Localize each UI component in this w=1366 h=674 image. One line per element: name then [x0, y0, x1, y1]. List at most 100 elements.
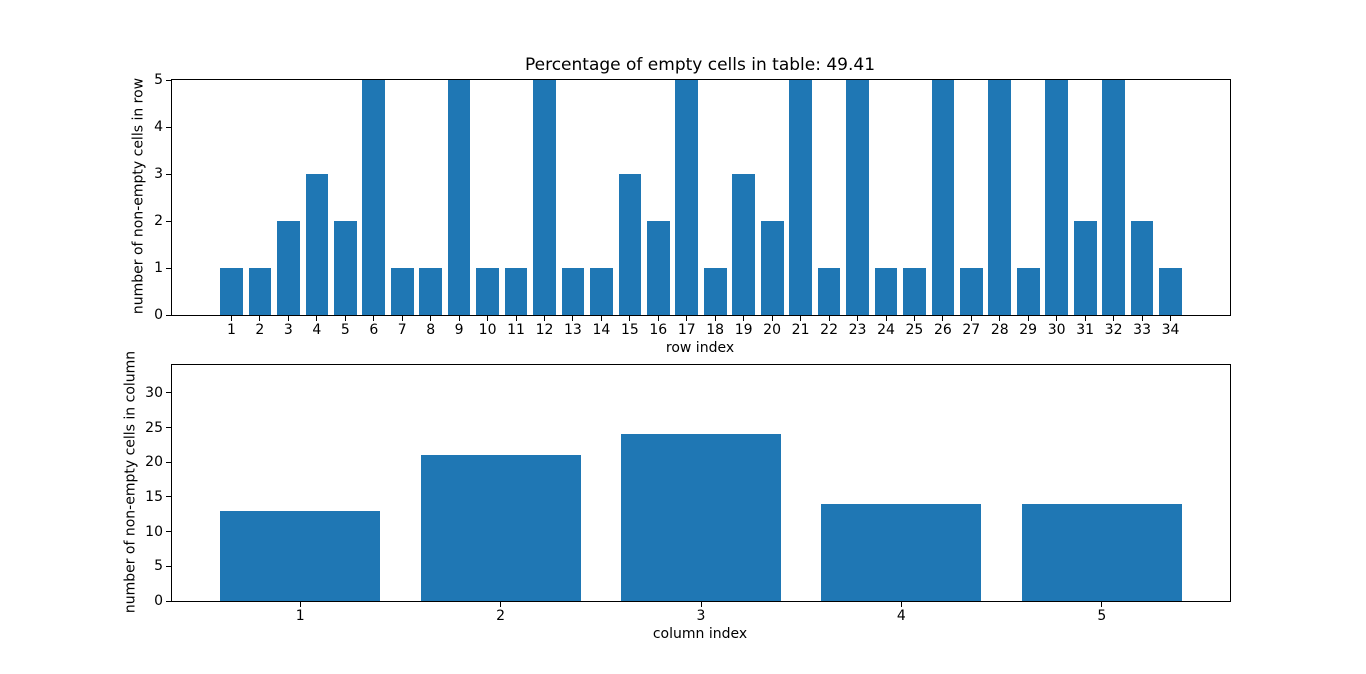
x-tick-label: 27	[962, 322, 981, 338]
x-tick-mark	[714, 316, 716, 321]
x-tick-label: 1	[295, 608, 305, 624]
y-tick-mark	[166, 461, 171, 463]
x-tick-mark	[828, 316, 830, 321]
x-tick-label: 16	[649, 322, 668, 338]
x-tick-label: 18	[706, 322, 725, 338]
y-tick-mark	[166, 173, 171, 175]
bar	[620, 434, 782, 601]
bar	[1130, 221, 1154, 315]
bar	[476, 268, 499, 315]
column-chart-ylabel: number of non-empty cells in column	[122, 350, 139, 614]
y-tick-label: 1	[154, 260, 163, 276]
chart-title: Percentage of empty cells in table: 49.4…	[524, 55, 876, 75]
x-tick-label: 12	[535, 322, 554, 338]
y-tick-label: 5	[154, 558, 163, 575]
x-tick-label: 5	[340, 322, 350, 338]
bar	[1045, 80, 1069, 315]
bar	[874, 268, 898, 315]
x-tick-label: 14	[592, 322, 611, 338]
y-tick-label: 5	[154, 72, 163, 88]
x-tick-label: 10	[478, 322, 497, 338]
bar	[248, 268, 272, 315]
y-tick-label: 0	[154, 593, 163, 609]
x-tick-label: 8	[426, 322, 436, 338]
y-tick-label: 2	[154, 213, 163, 229]
column-chart-axes: 1 2 3 4 5 0 5 10 15 20 25 30	[145, 364, 1231, 623]
x-tick-label: 31	[1076, 322, 1095, 338]
row-chart-xlabel: row index	[665, 340, 735, 356]
x-tick-mark	[259, 316, 261, 321]
x-tick-label: 23	[848, 322, 867, 338]
bar	[305, 174, 329, 315]
y-tick-mark	[166, 427, 171, 428]
x-tick-mark	[1101, 602, 1103, 607]
x-tick-label: 21	[791, 322, 810, 338]
bar	[1073, 221, 1097, 315]
x-tick-label: 2	[496, 608, 506, 624]
x-tick-mark	[686, 316, 688, 321]
x-tick-mark	[743, 316, 745, 321]
x-tick-mark	[999, 316, 1001, 321]
x-tick-label: 32	[1104, 322, 1123, 338]
y-tick-label: 4	[154, 119, 163, 135]
x-tick-mark	[657, 316, 659, 321]
x-tick-mark	[458, 316, 460, 321]
bar	[220, 510, 381, 601]
bar	[646, 221, 670, 315]
bar	[960, 268, 983, 315]
bar	[931, 80, 955, 315]
x-tick-label: 28	[990, 322, 1009, 338]
x-tick-mark	[344, 316, 346, 321]
bar	[675, 80, 699, 315]
x-tick-mark	[500, 602, 502, 607]
x-tick-label: 25	[905, 322, 924, 338]
x-tick-mark	[316, 316, 318, 321]
x-tick-mark	[401, 316, 403, 321]
x-tick-mark	[231, 316, 232, 321]
x-tick-label: 5	[1097, 608, 1107, 624]
x-tick-mark	[430, 316, 432, 321]
x-tick-label: 9	[454, 322, 464, 338]
x-tick-mark	[700, 602, 702, 607]
x-tick-mark	[1170, 316, 1171, 321]
x-tick-label: 4	[312, 322, 322, 338]
y-tick-label: 3	[154, 166, 163, 182]
bar	[618, 174, 642, 315]
x-tick-mark	[942, 316, 944, 321]
bar	[590, 268, 613, 315]
column-chart-xlabel: column index	[652, 626, 748, 642]
x-tick-label: 3	[283, 322, 293, 338]
x-tick-label: 30	[1047, 322, 1066, 338]
x-tick-mark	[1113, 316, 1115, 321]
x-tick-mark	[515, 316, 517, 321]
bar	[561, 268, 585, 315]
bar	[277, 221, 300, 315]
bar	[333, 221, 357, 315]
x-tick-label: 19	[734, 322, 753, 338]
x-tick-mark	[900, 602, 902, 607]
y-tick-label: 25	[145, 419, 163, 436]
x-tick-label: 26	[933, 322, 952, 338]
x-tick-mark	[1027, 316, 1029, 321]
y-tick-mark	[166, 126, 171, 128]
bar	[817, 268, 841, 315]
bar	[1016, 268, 1040, 315]
x-tick-label: 17	[677, 322, 696, 338]
bar	[362, 80, 386, 315]
bar	[903, 268, 926, 315]
bar	[988, 80, 1012, 315]
y-tick-label: 0	[154, 307, 163, 323]
x-tick-label: 29	[1019, 322, 1038, 338]
bar	[390, 268, 414, 315]
x-tick-mark	[857, 316, 858, 321]
x-tick-label: 22	[820, 322, 839, 338]
x-tick-label: 6	[369, 322, 379, 338]
y-tick-mark	[166, 531, 171, 533]
y-tick-label: 15	[145, 488, 163, 505]
x-tick-label: 20	[763, 322, 782, 338]
y-tick-label: 30	[145, 384, 163, 401]
x-tick-label: 13	[563, 322, 582, 338]
row-chart-plot: 1 2 3 4 5 6 7 8 9 10 11 12 13 14 15 16 17 18 19 20 21 22 23 24 2…	[154, 73, 1230, 337]
x-tick-mark	[487, 316, 489, 321]
